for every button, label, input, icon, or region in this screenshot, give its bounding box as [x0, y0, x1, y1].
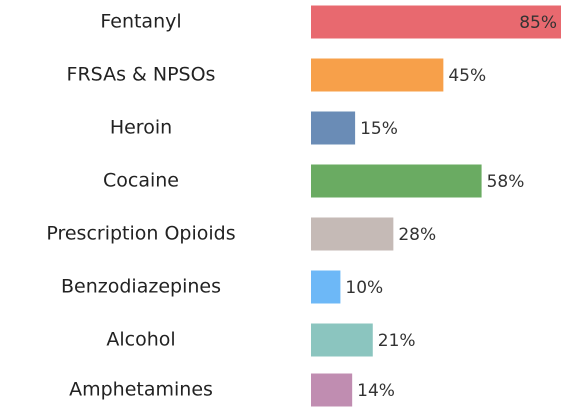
value-label: 15% — [360, 119, 398, 139]
value-label: 85% — [519, 13, 557, 33]
value-label: 58% — [487, 172, 525, 192]
value-label: 28% — [398, 225, 436, 245]
bar — [311, 5, 561, 39]
bar — [311, 164, 482, 198]
category-label: Cocaine — [103, 170, 179, 192]
category-label: Heroin — [110, 117, 172, 139]
category-label: Fentanyl — [100, 11, 181, 33]
value-label: 14% — [357, 381, 395, 401]
category-label: Prescription Opioids — [46, 223, 235, 245]
value-label: 21% — [378, 331, 416, 351]
bar — [311, 111, 356, 145]
bar — [311, 217, 394, 251]
bar — [311, 323, 373, 357]
bar — [311, 373, 353, 407]
category-label: Benzodiazepines — [61, 276, 221, 298]
category-label: Alcohol — [106, 329, 175, 351]
category-label: FRSAs & NPSOs — [67, 64, 216, 86]
value-label: 45% — [448, 66, 486, 86]
bar — [311, 270, 341, 304]
value-label: 10% — [345, 278, 383, 298]
bar — [311, 58, 444, 92]
category-label: Amphetamines — [69, 379, 213, 401]
